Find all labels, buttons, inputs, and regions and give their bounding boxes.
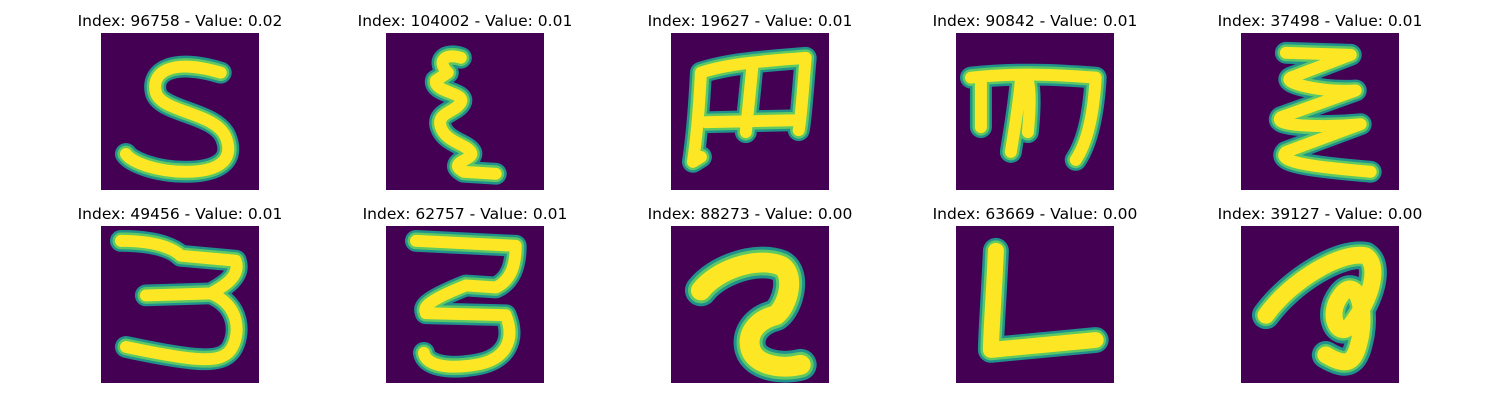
panel-10: Index: 39127 - Value: 0.00 (1210, 203, 1430, 393)
digit-image (101, 33, 259, 190)
digit-image (386, 226, 544, 383)
panel-2: Index: 104002 - Value: 0.01 (355, 10, 575, 200)
digit-image (386, 33, 544, 190)
panel-title: Index: 88273 - Value: 0.00 (647, 205, 853, 223)
digit-image (671, 226, 829, 383)
panel-5: Index: 37498 - Value: 0.01 (1210, 10, 1430, 200)
digit-image (1241, 33, 1399, 190)
panel-title: Index: 90842 - Value: 0.01 (932, 12, 1138, 30)
panel-title: Index: 49456 - Value: 0.01 (77, 205, 283, 223)
panel-8: Index: 88273 - Value: 0.00 (640, 203, 860, 393)
digit-image (101, 226, 259, 383)
digit-image (1241, 226, 1399, 383)
panel-6: Index: 49456 - Value: 0.01 (70, 203, 290, 393)
panel-title: Index: 37498 - Value: 0.01 (1217, 12, 1423, 30)
digit-image (956, 33, 1114, 190)
panel-title: Index: 62757 - Value: 0.01 (362, 205, 568, 223)
panel-title: Index: 19627 - Value: 0.01 (647, 12, 853, 30)
panel-title: Index: 96758 - Value: 0.02 (77, 12, 283, 30)
panel-1: Index: 96758 - Value: 0.02 (70, 10, 290, 200)
panel-3: Index: 19627 - Value: 0.01 (640, 10, 860, 200)
panel-4: Index: 90842 - Value: 0.01 (925, 10, 1145, 200)
digit-image (671, 33, 829, 190)
panel-title: Index: 104002 - Value: 0.01 (357, 12, 573, 30)
panel-7: Index: 62757 - Value: 0.01 (355, 203, 575, 393)
panel-9: Index: 63669 - Value: 0.00 (925, 203, 1145, 393)
digit-image (956, 226, 1114, 383)
panel-title: Index: 63669 - Value: 0.00 (932, 205, 1138, 223)
panel-title: Index: 39127 - Value: 0.00 (1217, 205, 1423, 223)
